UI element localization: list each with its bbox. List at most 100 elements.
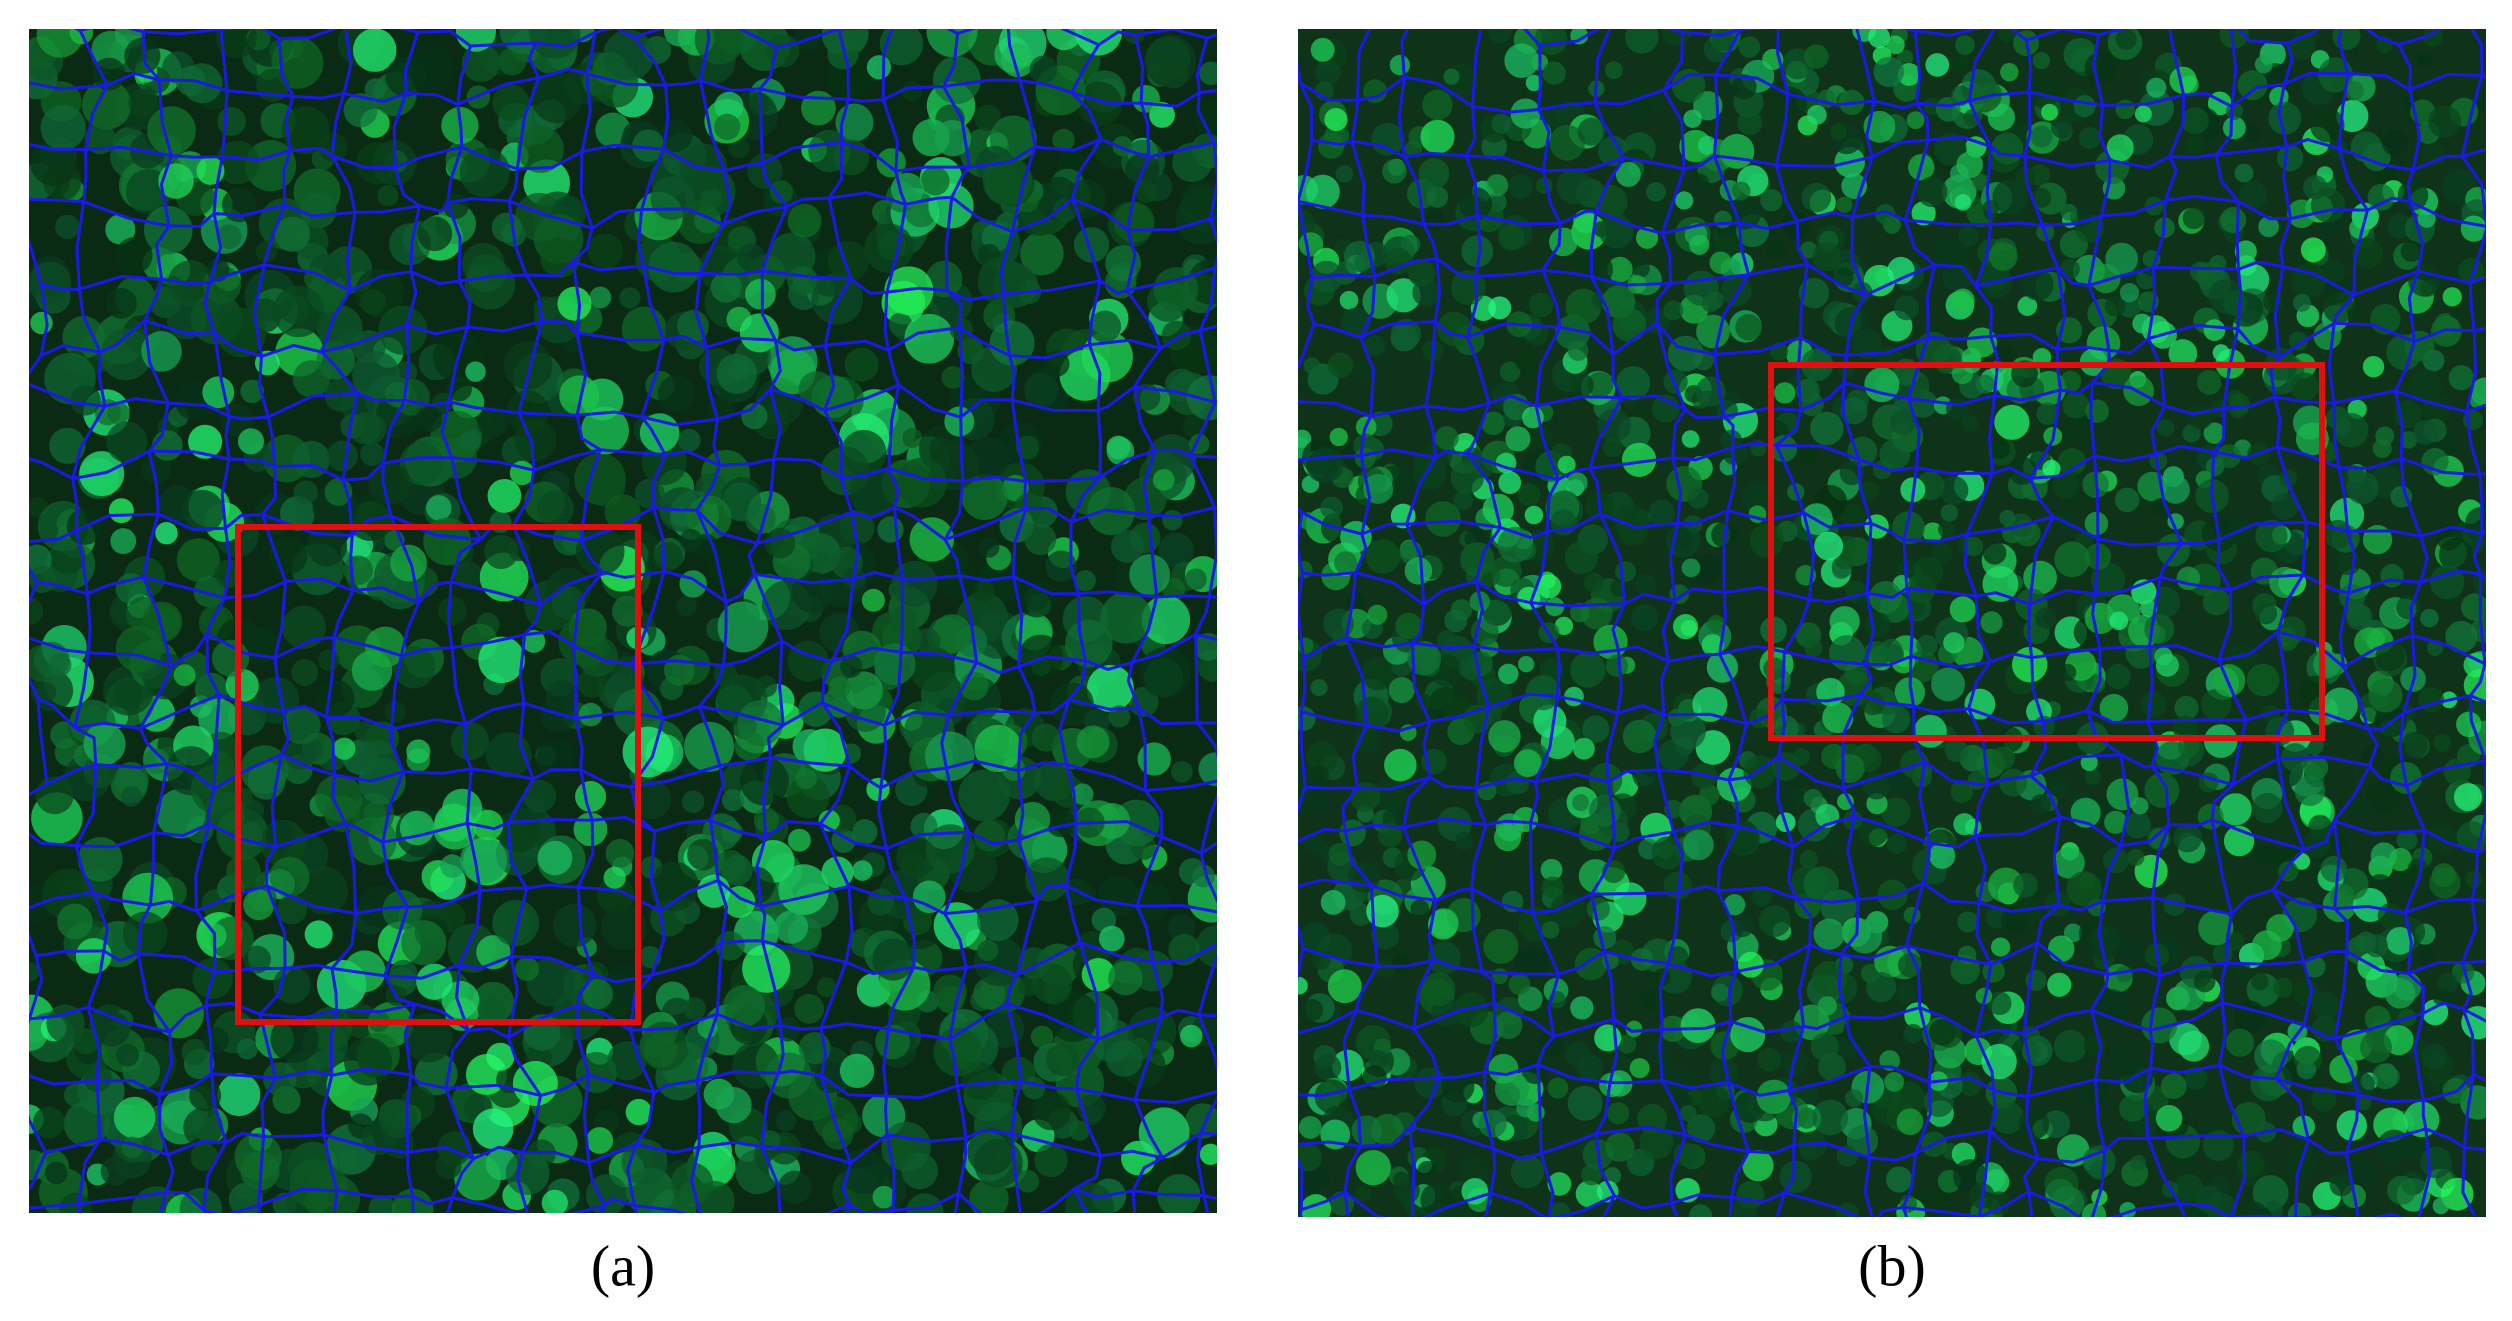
canopy xyxy=(1865,971,1897,1003)
canopy xyxy=(505,1151,550,1196)
canopy xyxy=(2060,370,2082,392)
canopy xyxy=(2193,970,2216,993)
canopy xyxy=(1510,98,1541,129)
canopy xyxy=(269,856,310,897)
canopy xyxy=(359,740,399,779)
canopy xyxy=(450,721,490,761)
canopy xyxy=(1916,634,1938,657)
canopy xyxy=(1885,35,1905,55)
canopy xyxy=(1384,748,1417,782)
canopy xyxy=(2422,29,2443,47)
canopy xyxy=(1504,43,1539,78)
canopy xyxy=(877,516,904,543)
canopy xyxy=(2073,95,2096,118)
canopy xyxy=(1461,1177,1489,1205)
canopy xyxy=(1615,561,1636,582)
canopy xyxy=(2318,57,2353,93)
canopy xyxy=(1071,783,1094,805)
canopy xyxy=(202,376,235,409)
canopy xyxy=(801,90,836,126)
canopy xyxy=(1958,226,1979,247)
canopy xyxy=(2287,1202,2312,1217)
canopy xyxy=(733,911,779,956)
canopy xyxy=(243,945,271,974)
canopy xyxy=(1300,998,1324,1022)
canopy xyxy=(1498,663,1519,685)
canopy xyxy=(2084,768,2101,785)
canopy xyxy=(2292,293,2311,312)
canopy xyxy=(357,414,387,444)
canopy xyxy=(2091,924,2121,954)
canopy xyxy=(1491,113,1512,134)
canopy xyxy=(1696,314,1730,349)
canopy xyxy=(2310,108,2345,143)
canopy xyxy=(2362,524,2393,555)
canopy xyxy=(1723,894,1746,916)
canopy xyxy=(745,278,776,310)
canopy xyxy=(1482,493,1514,525)
canopy xyxy=(1425,501,1461,537)
canopy xyxy=(2160,1073,2187,1100)
canopy xyxy=(625,1098,652,1126)
canopy xyxy=(1158,532,1194,568)
canopy xyxy=(1987,991,2012,1016)
canopy xyxy=(2344,81,2365,101)
canopy xyxy=(778,864,829,916)
canopy xyxy=(125,596,161,632)
canopy xyxy=(128,88,158,118)
canopy xyxy=(523,779,557,813)
canopy xyxy=(1508,973,1531,996)
canopy xyxy=(498,47,527,76)
canopy xyxy=(1389,54,1411,76)
canopy xyxy=(2140,691,2167,718)
canopy xyxy=(2288,331,2309,351)
canopy xyxy=(1835,754,1865,783)
canopy xyxy=(1756,886,1774,904)
canopy xyxy=(2443,758,2471,786)
canopy xyxy=(1545,597,1565,617)
canopy xyxy=(2115,29,2137,50)
canopy xyxy=(1991,132,2024,165)
canopy xyxy=(2032,348,2052,367)
canopy xyxy=(2026,74,2061,109)
canopy xyxy=(1803,44,1829,69)
canopy xyxy=(1198,752,1217,787)
canopy xyxy=(1972,173,1989,191)
canopy xyxy=(115,237,153,275)
canopy xyxy=(2418,948,2435,966)
canopy xyxy=(977,939,999,962)
canopy xyxy=(740,756,789,806)
highlight-box xyxy=(235,524,641,1025)
canopy xyxy=(2174,1173,2203,1203)
canopy xyxy=(774,910,809,944)
canopy xyxy=(2190,261,2211,283)
canopy xyxy=(2030,794,2052,815)
canopy xyxy=(1516,1098,1536,1118)
canopy xyxy=(122,872,174,924)
canopy xyxy=(113,761,149,797)
canopy xyxy=(1931,542,1953,565)
canopy xyxy=(1710,983,1730,1002)
canopy xyxy=(2050,116,2074,139)
canopy xyxy=(2329,1054,2358,1084)
canopy xyxy=(2251,930,2282,961)
canopy xyxy=(1453,992,1489,1028)
canopy xyxy=(1961,414,1979,432)
canopy xyxy=(1418,158,1450,190)
canopy xyxy=(1915,331,1951,368)
canopy xyxy=(2388,847,2412,872)
canopy xyxy=(2237,1150,2265,1177)
canopy xyxy=(978,537,1000,558)
canopy xyxy=(2254,843,2278,866)
canopy xyxy=(2168,339,2198,368)
canopy xyxy=(234,1133,282,1181)
canopy xyxy=(1825,835,1843,853)
canopy xyxy=(769,180,794,204)
canopy xyxy=(1461,235,1494,268)
canopy xyxy=(734,730,765,761)
canopy xyxy=(798,371,835,407)
canopy xyxy=(2078,127,2101,150)
canopy xyxy=(2184,135,2205,155)
canopy xyxy=(1570,996,1594,1020)
canopy xyxy=(816,977,837,998)
